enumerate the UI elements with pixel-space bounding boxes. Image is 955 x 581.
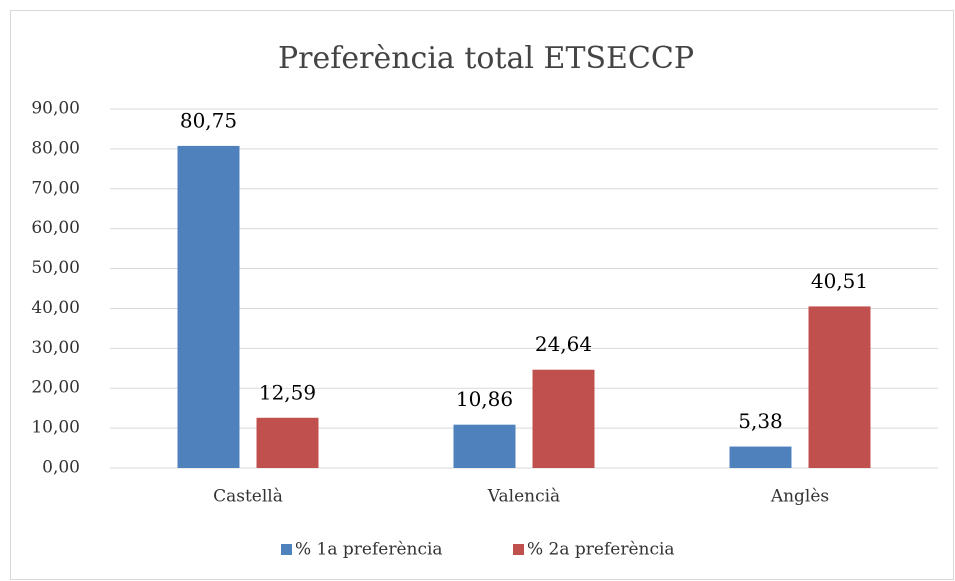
y-tick-label: 40,00	[31, 298, 80, 318]
x-tick-label: Valencià	[487, 487, 560, 507]
y-tick-label: 70,00	[31, 178, 80, 198]
bar	[256, 417, 319, 468]
legend-label: % 2a preferència	[527, 540, 675, 560]
chart-title: Preferència total ETSECCP	[278, 41, 694, 76]
legend-swatch	[281, 544, 292, 555]
bar	[177, 145, 240, 468]
y-tick-label: 90,00	[31, 99, 80, 119]
x-tick-label: Castellà	[213, 487, 283, 507]
bar	[532, 369, 595, 468]
y-tick-label: 50,00	[31, 258, 80, 278]
value-label: 40,51	[811, 269, 868, 293]
y-tick-label: 0,00	[42, 458, 80, 478]
value-label: 24,64	[535, 332, 592, 356]
bar	[453, 424, 516, 468]
y-tick-label: 10,00	[31, 418, 80, 438]
legend-swatch	[513, 544, 524, 555]
value-label: 10,86	[456, 387, 513, 411]
value-label: 80,75	[180, 108, 237, 132]
bar	[729, 446, 792, 468]
x-tick-label: Anglès	[770, 487, 829, 507]
value-label: 5,38	[738, 409, 783, 433]
y-tick-label: 80,00	[31, 138, 80, 158]
y-tick-label: 60,00	[31, 218, 80, 238]
y-tick-label: 20,00	[31, 378, 80, 398]
y-tick-label: 30,00	[31, 338, 80, 358]
value-label: 12,59	[259, 380, 316, 404]
chart-border	[10, 10, 954, 580]
bar	[808, 306, 871, 468]
legend-label: % 1a preferència	[295, 540, 443, 560]
